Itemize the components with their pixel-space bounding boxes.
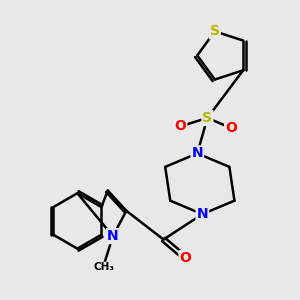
Text: S: S [210,24,220,38]
Text: N: N [107,229,119,243]
Text: N: N [191,146,203,161]
Text: O: O [179,251,191,265]
Text: S: S [202,111,212,125]
Text: O: O [225,121,237,135]
Text: CH₃: CH₃ [94,262,115,272]
Text: O: O [175,119,186,134]
Text: N: N [196,207,208,221]
